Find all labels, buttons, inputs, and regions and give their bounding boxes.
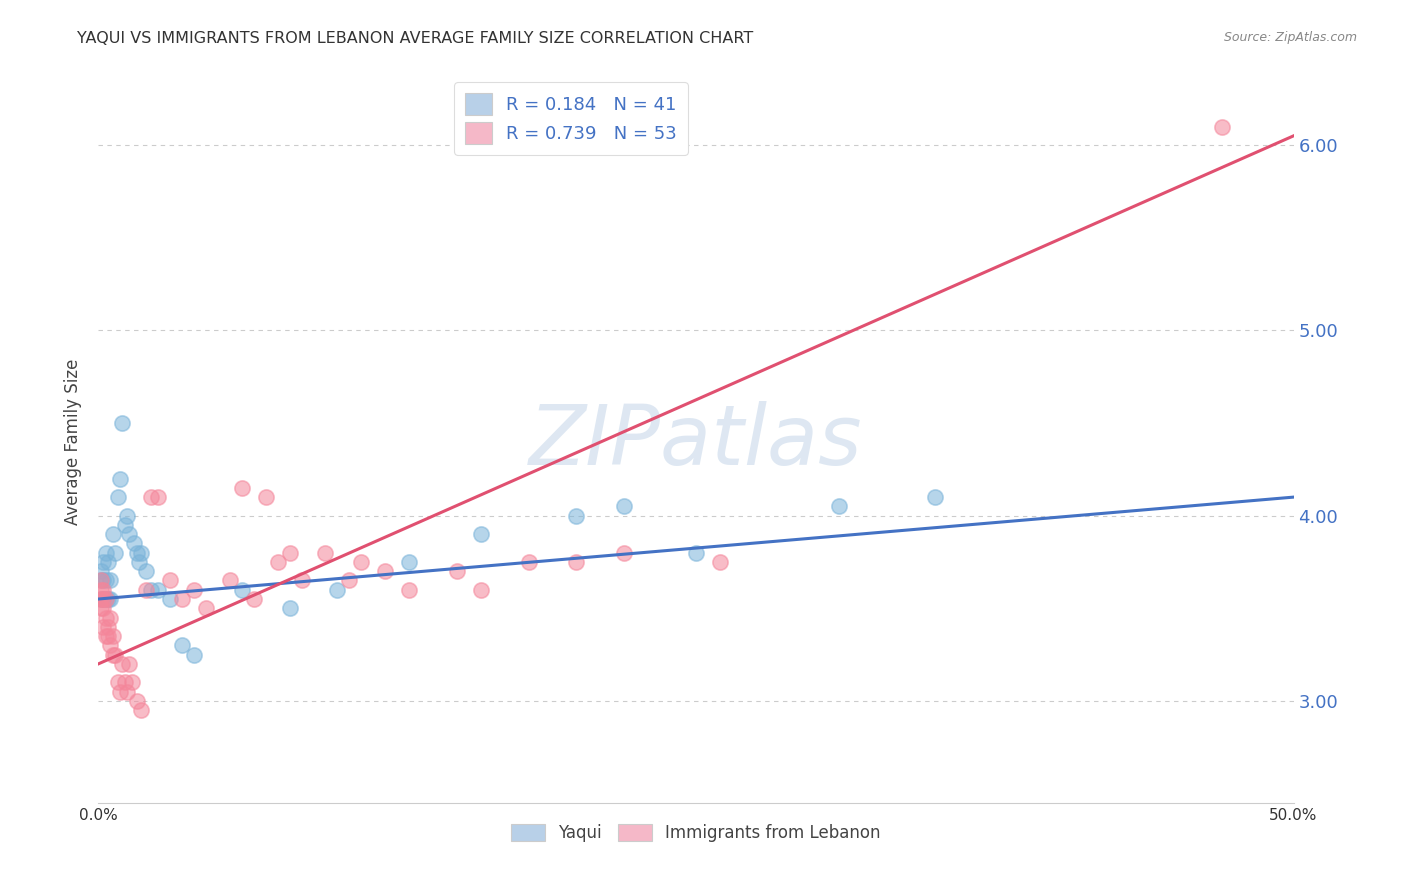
Point — [101, 629, 124, 643]
Text: ZIPatlas: ZIPatlas — [529, 401, 863, 482]
Text: YAQUI VS IMMIGRANTS FROM LEBANON AVERAGE FAMILY SIZE CORRELATION CHART: YAQUI VS IMMIGRANTS FROM LEBANON AVERAGE… — [77, 31, 754, 46]
Point — [91, 592, 114, 607]
Point — [231, 481, 253, 495]
Point — [685, 546, 707, 560]
Point — [97, 592, 120, 607]
Point — [125, 694, 148, 708]
Legend: Yaqui, Immigrants from Lebanon: Yaqui, Immigrants from Lebanon — [505, 817, 887, 848]
Y-axis label: Average Family Size: Average Family Size — [65, 359, 83, 524]
Point — [101, 648, 124, 662]
Point — [98, 638, 122, 652]
Point — [231, 582, 253, 597]
Point — [1211, 120, 1233, 134]
Point — [118, 527, 141, 541]
Text: Source: ZipAtlas.com: Source: ZipAtlas.com — [1223, 31, 1357, 45]
Point — [565, 508, 588, 523]
Point — [315, 546, 337, 560]
Point — [470, 582, 492, 597]
Point — [565, 555, 588, 569]
Point — [398, 555, 420, 569]
Point — [94, 610, 117, 624]
Point — [128, 555, 150, 569]
Point — [219, 574, 242, 588]
Point — [613, 546, 636, 560]
Point — [107, 490, 129, 504]
Point — [254, 490, 277, 504]
Point — [107, 675, 129, 690]
Point — [91, 574, 114, 588]
Point — [90, 592, 112, 607]
Point — [98, 592, 122, 607]
Point — [108, 684, 131, 698]
Point — [121, 675, 143, 690]
Point — [97, 555, 120, 569]
Point — [139, 490, 162, 504]
Point — [118, 657, 141, 671]
Point — [111, 657, 134, 671]
Point — [278, 601, 301, 615]
Point — [104, 648, 127, 662]
Point — [111, 416, 134, 430]
Point — [98, 574, 122, 588]
Point — [172, 592, 194, 607]
Point — [267, 555, 290, 569]
Point — [398, 582, 420, 597]
Point — [172, 638, 194, 652]
Point — [924, 490, 946, 504]
Point — [90, 574, 112, 588]
Point — [90, 564, 112, 578]
Point — [148, 582, 170, 597]
Point — [124, 536, 146, 550]
Point — [339, 574, 361, 588]
Point — [115, 508, 138, 523]
Point — [94, 574, 117, 588]
Point — [709, 555, 731, 569]
Point — [139, 582, 162, 597]
Point — [101, 527, 124, 541]
Point — [108, 472, 131, 486]
Point — [97, 620, 120, 634]
Point — [97, 629, 120, 643]
Point — [183, 648, 205, 662]
Point — [91, 620, 114, 634]
Point — [114, 675, 136, 690]
Point — [135, 582, 157, 597]
Point — [195, 601, 218, 615]
Point — [278, 546, 301, 560]
Point — [135, 564, 157, 578]
Point — [243, 592, 266, 607]
Point — [148, 490, 170, 504]
Point — [131, 546, 153, 560]
Point — [90, 601, 112, 615]
Point — [115, 684, 138, 698]
Point — [91, 582, 114, 597]
Point — [90, 582, 112, 597]
Point — [91, 601, 114, 615]
Point — [374, 564, 396, 578]
Point — [613, 500, 636, 514]
Point — [104, 546, 127, 560]
Point — [131, 703, 153, 717]
Point — [828, 500, 851, 514]
Point — [98, 610, 122, 624]
Point — [125, 546, 148, 560]
Point — [91, 555, 114, 569]
Point — [446, 564, 468, 578]
Point — [94, 546, 117, 560]
Point — [90, 592, 112, 607]
Point — [350, 555, 373, 569]
Point — [517, 555, 540, 569]
Point — [326, 582, 349, 597]
Point — [90, 574, 112, 588]
Point — [183, 582, 205, 597]
Point — [159, 592, 181, 607]
Point — [291, 574, 314, 588]
Point — [159, 574, 181, 588]
Point — [91, 592, 114, 607]
Point — [114, 517, 136, 532]
Point — [94, 629, 117, 643]
Point — [470, 527, 492, 541]
Point — [94, 592, 117, 607]
Point — [94, 592, 117, 607]
